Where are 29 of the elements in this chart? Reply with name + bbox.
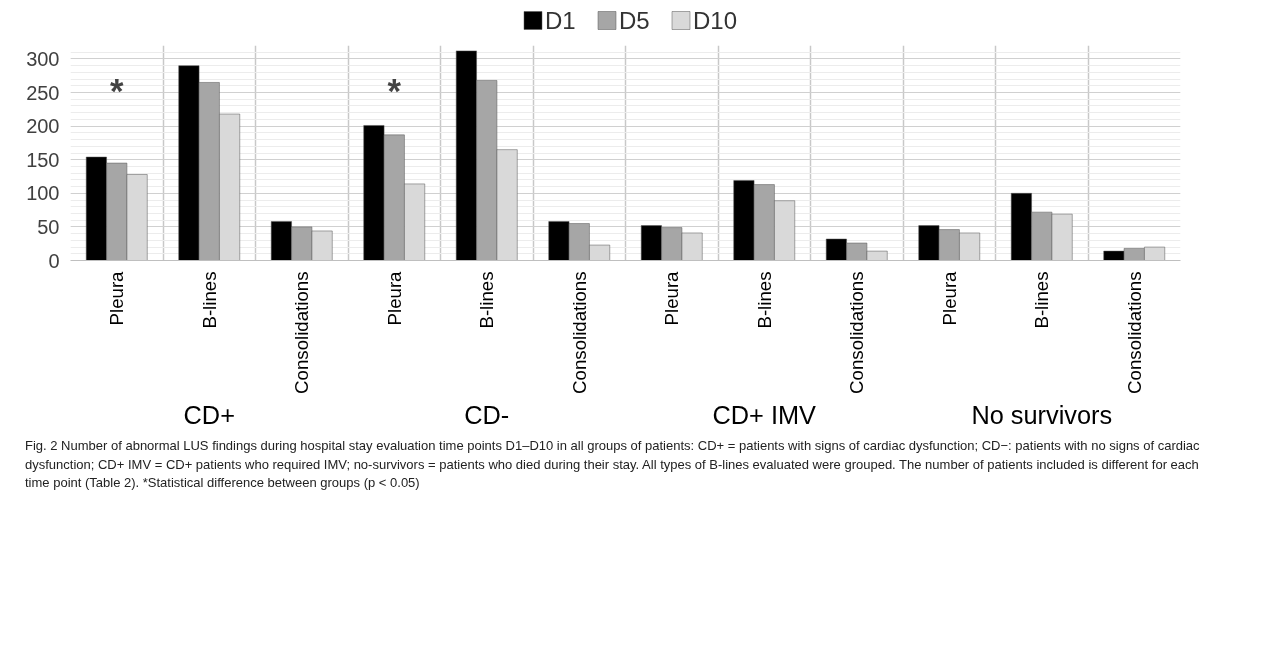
x-tick-label: B-lines bbox=[198, 271, 220, 329]
x-tick-label: Pleura bbox=[106, 270, 128, 326]
x-tick-label: Consolidations bbox=[1123, 271, 1145, 394]
x-tick-label: B-lines bbox=[476, 271, 498, 329]
caption: Fig. 2 Number of abnormal LUS findings during hospital stay evaluation time points D1–D10 in all groups of patients: CD+ = patients with signs of cardiac dysfunction; CD−: patients with no signs of cardiac dysfunction; CD+ IMV = CD+ patients who required IMV; no-survivors = patients who died during their stay. All types of B-lines evaluated were grouped. The number of patients included is different for each time point (Table 2). *Statistical difference between groups (p < 0.05) bbox=[24, 437, 1201, 493]
y-tick-label: 250 bbox=[26, 81, 60, 104]
legend-label: D1 bbox=[545, 7, 576, 34]
y-tick-label: 200 bbox=[26, 115, 60, 138]
legend-label: D10 bbox=[693, 7, 738, 34]
y-tick-label: 0 bbox=[48, 249, 60, 272]
legend-label: D5 bbox=[619, 7, 650, 34]
y-tick-label: 100 bbox=[26, 182, 60, 205]
x-tick-label: Pleura bbox=[938, 270, 960, 326]
annotation: * bbox=[110, 71, 125, 110]
text: CD+ bbox=[183, 400, 235, 429]
x-tick-label: Consolidations bbox=[291, 271, 313, 394]
y-tick-label: 150 bbox=[26, 148, 60, 171]
x-tick-label: Consolidations bbox=[846, 271, 868, 394]
x-tick-label: B-lines bbox=[753, 271, 775, 329]
text: No survivors bbox=[971, 400, 1113, 429]
text: CD+ IMV bbox=[712, 400, 817, 429]
y-tick-label: 50 bbox=[37, 215, 60, 238]
x-tick-label: B-lines bbox=[1031, 271, 1053, 329]
x-tick-label: Consolidations bbox=[568, 271, 590, 394]
x-tick-label: Pleura bbox=[383, 270, 405, 326]
x-tick-label: Pleura bbox=[661, 270, 683, 326]
text: CD- bbox=[464, 400, 510, 429]
annotation: * bbox=[387, 71, 402, 110]
y-tick-label: 300 bbox=[26, 47, 60, 70]
